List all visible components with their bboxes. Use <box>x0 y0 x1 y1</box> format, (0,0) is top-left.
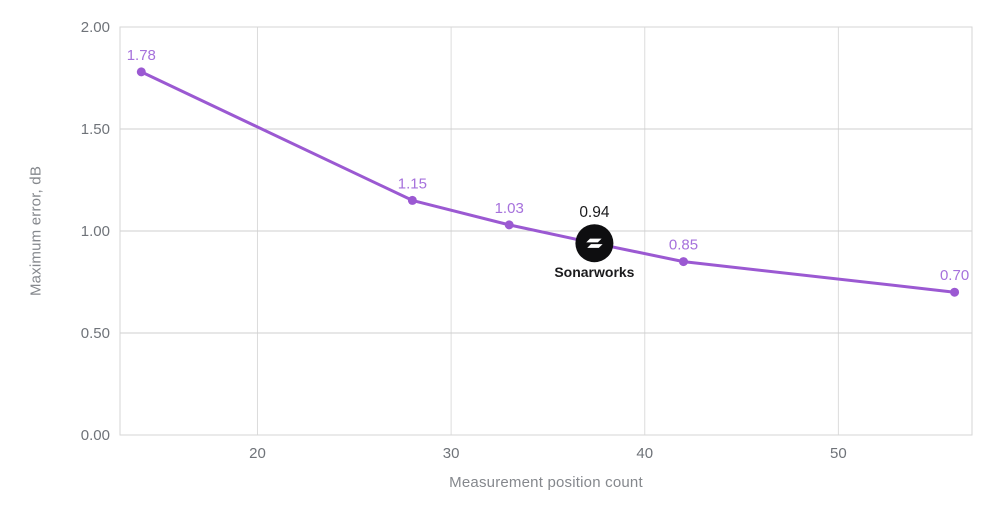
data-point-marker <box>504 220 514 230</box>
data-point-label: 0.70 <box>940 267 969 284</box>
data-point-marker <box>407 195 417 205</box>
data-point-marker <box>678 257 688 267</box>
x-tick-label: 50 <box>830 445 847 462</box>
x-tick-label: 20 <box>249 445 266 462</box>
data-point-marker <box>950 287 960 297</box>
sonarworks-marker <box>575 224 614 263</box>
x-tick-label: 30 <box>443 445 460 462</box>
y-axis-title: Maximum error, dB <box>27 165 45 297</box>
data-point-label: 0.85 <box>669 237 698 254</box>
data-point-label: 1.78 <box>127 47 156 64</box>
y-tick-label: 0.50 <box>81 325 110 342</box>
plot-border <box>119 26 973 436</box>
sonarworks-logo-icon <box>586 238 603 248</box>
x-tick-label: 40 <box>636 445 653 462</box>
sonarworks-annotation-label: 0.94 <box>579 204 610 221</box>
data-point-label: 1.15 <box>398 175 427 192</box>
data-point-label: 1.03 <box>495 200 524 217</box>
data-point-marker <box>136 67 146 77</box>
sonarworks-brand-label: Sonarworks <box>554 264 634 280</box>
y-tick-label: 1.50 <box>81 121 110 138</box>
y-tick-label: 2.00 <box>81 19 110 36</box>
y-tick-label: 1.00 <box>81 223 110 240</box>
error-line <box>139 70 957 294</box>
x-axis-title: Measurement position count <box>449 474 643 491</box>
y-tick-label: 0.00 <box>81 427 110 444</box>
